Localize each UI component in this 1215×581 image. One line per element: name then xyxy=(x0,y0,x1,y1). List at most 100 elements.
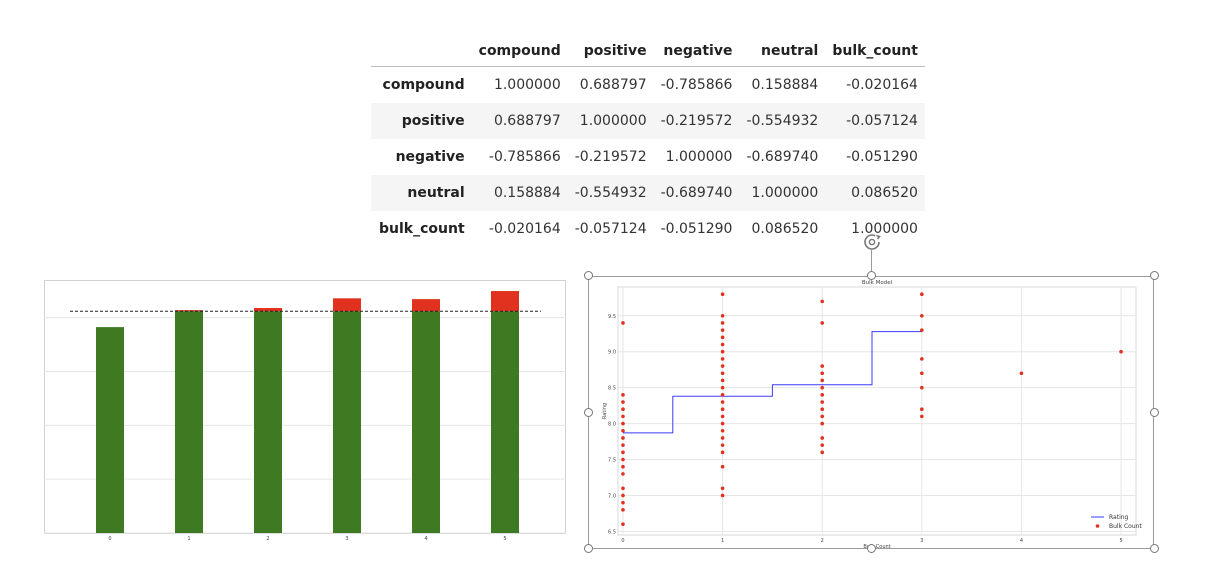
scatter-point xyxy=(720,443,725,447)
selection-frame[interactable] xyxy=(588,276,1154,549)
scatter-point xyxy=(621,393,625,397)
scatter-point xyxy=(720,486,725,491)
row-header: negative xyxy=(395,149,465,165)
table-row: bulk_count -0.020164 -0.057124 -0.051290… xyxy=(371,211,925,247)
scatter-point xyxy=(621,436,625,440)
row-header: positive xyxy=(401,113,465,129)
scatter-point xyxy=(720,313,725,318)
resize-handle-top[interactable] xyxy=(867,271,876,280)
x-tick-label: 3 xyxy=(920,538,923,544)
y-tick-label: 7.0 xyxy=(608,493,616,499)
bar-base xyxy=(491,311,519,533)
scatter-point xyxy=(720,393,725,397)
legend-label: Rating xyxy=(1109,514,1129,521)
scatter-point xyxy=(820,299,825,304)
table-cell: 1.000000 xyxy=(851,221,918,237)
scatter-point xyxy=(621,472,625,476)
scatter-point xyxy=(720,414,725,419)
x-tick-label: 0 xyxy=(621,538,624,544)
column-header: compound xyxy=(471,36,568,67)
scatter-point xyxy=(621,500,625,505)
x-tick-label: 3 xyxy=(345,536,348,542)
x-tick-label: 2 xyxy=(821,538,824,544)
scatter-point xyxy=(720,342,725,347)
scatter-point xyxy=(720,407,725,412)
table-cell: 1.000000 xyxy=(579,113,647,129)
resize-handle-top-right[interactable] xyxy=(1150,271,1159,280)
bar-base xyxy=(412,311,440,533)
chart-title: Bulk Model xyxy=(862,280,893,286)
resize-handle-bottom-left[interactable] xyxy=(584,544,593,553)
column-header: negative xyxy=(653,36,740,67)
resize-handle-bottom[interactable] xyxy=(867,544,876,553)
scatter-point xyxy=(820,385,825,390)
stacked-bar-chart: 02468012345 xyxy=(44,280,566,542)
bar-base xyxy=(254,311,282,533)
x-tick-label: 0 xyxy=(108,536,111,542)
table-cell: -0.689740 xyxy=(746,149,819,165)
scatter-point xyxy=(621,400,625,404)
scatter-point xyxy=(621,457,625,462)
table-cell: -0.785866 xyxy=(488,149,561,165)
bar-excess xyxy=(175,310,203,312)
row-header: compound xyxy=(382,77,465,93)
table-cell: 0.688797 xyxy=(493,113,561,129)
y-axis-label: Rating xyxy=(602,403,608,419)
y-tick-label: 7.5 xyxy=(608,458,616,464)
scatter-point xyxy=(820,321,825,325)
bulk-model-chart[interactable]: 6.5 7.0 7.5 8.0 8.5 9.0 9.5 0 1 2 3 4 5 Bulk Model Bul… xyxy=(588,276,1154,549)
scatter-point xyxy=(720,321,725,325)
scatter-point xyxy=(621,421,625,426)
bar-excess xyxy=(254,307,282,312)
scatter-point xyxy=(820,436,825,440)
table-cell: -0.051290 xyxy=(660,221,733,237)
rotate-handle-stem xyxy=(871,250,872,272)
resize-handle-right[interactable] xyxy=(1150,408,1159,417)
scatter-point xyxy=(720,450,725,455)
row-header: neutral xyxy=(407,185,465,201)
scatter-point xyxy=(720,385,725,390)
y-tick-label: 8.0 xyxy=(608,422,616,428)
column-header: neutral xyxy=(739,36,826,67)
row-header: bulk_count xyxy=(379,221,465,237)
scatter-point xyxy=(1019,371,1024,376)
scatter-point xyxy=(920,292,924,296)
bar-base xyxy=(175,311,203,533)
scatter-point xyxy=(820,450,825,455)
scatter-point xyxy=(920,313,924,318)
scatter-point xyxy=(720,328,725,332)
y-tick-label: 9.5 xyxy=(608,314,616,320)
scatter-point xyxy=(720,428,725,433)
scatter-point xyxy=(920,414,924,419)
y-tick-label: 6.5 xyxy=(608,529,616,535)
x-tick-label: 2 xyxy=(266,536,269,542)
resize-handle-left[interactable] xyxy=(584,408,593,417)
scatter-point xyxy=(920,328,924,332)
scatter-point xyxy=(820,393,825,397)
table-cell: -0.554932 xyxy=(574,185,647,201)
table-cell: 0.158884 xyxy=(751,77,819,93)
scatter-point xyxy=(720,371,725,376)
scatter-point xyxy=(920,385,924,390)
scatter-point xyxy=(720,400,725,404)
table-cell: -0.057124 xyxy=(574,221,647,237)
table-cell: -0.020164 xyxy=(488,221,561,237)
table-cell: -0.689740 xyxy=(660,185,733,201)
resize-handle-top-left[interactable] xyxy=(584,271,593,280)
scatter-point xyxy=(820,443,825,447)
plot-frame xyxy=(44,280,566,534)
rotate-handle-icon[interactable] xyxy=(862,232,882,252)
scatter-point xyxy=(720,421,725,426)
table-cell: 1.000000 xyxy=(665,149,733,165)
table-cell: -0.554932 xyxy=(746,113,819,129)
table-cell: 0.688797 xyxy=(579,77,647,93)
scatter-point xyxy=(820,421,825,426)
scatter-point xyxy=(820,364,825,368)
x-axis-label: Bulk Count xyxy=(863,544,890,549)
scatter-point xyxy=(621,486,625,491)
x-tick-label: 4 xyxy=(424,536,427,542)
resize-handle-bottom-right[interactable] xyxy=(1150,544,1159,553)
plot-frame xyxy=(617,286,1137,536)
correlation-table: compound positive negative neutral bulk_… xyxy=(371,36,925,247)
scatter-point xyxy=(720,335,725,340)
